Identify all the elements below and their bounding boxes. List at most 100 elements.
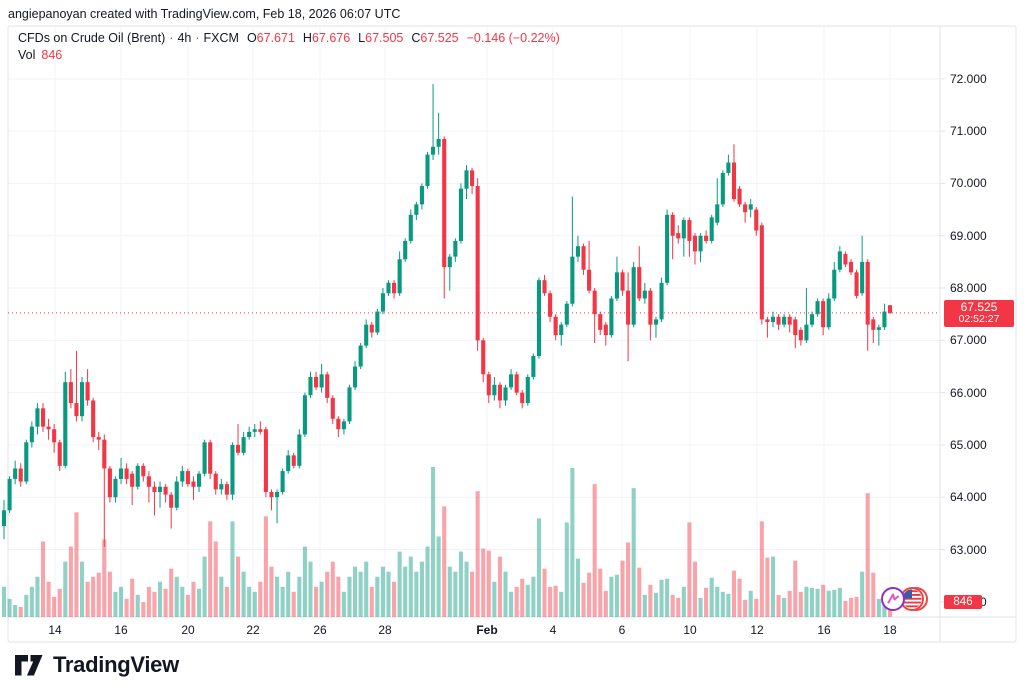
- volume-bar: [113, 591, 118, 617]
- volume-bar: [52, 596, 57, 617]
- volume-bar: [358, 571, 363, 617]
- candle: [364, 324, 369, 346]
- candle: [848, 261, 854, 273]
- candle: [548, 293, 553, 317]
- candle: [709, 217, 714, 241]
- volume-bar: [364, 561, 369, 617]
- volume-bar: [169, 568, 174, 617]
- volume-bar: [536, 518, 541, 617]
- volume-bar: [470, 571, 475, 617]
- candle: [297, 434, 302, 466]
- candle: [358, 345, 363, 367]
- volume-bar: [759, 521, 764, 617]
- volume-bar: [280, 586, 285, 617]
- candle: [787, 316, 792, 325]
- candle: [163, 486, 168, 495]
- time-axis-label: 26: [313, 623, 327, 637]
- volume-bar: [157, 581, 163, 617]
- candle: [564, 303, 569, 325]
- candle: [798, 329, 803, 341]
- volume-bar: [581, 582, 586, 617]
- volume-bar: [815, 588, 820, 617]
- volume-bar: [692, 561, 698, 617]
- candle: [79, 382, 85, 417]
- candle: [754, 209, 759, 231]
- volume-bar: [230, 521, 235, 617]
- candle: [748, 204, 753, 210]
- candle: [319, 374, 324, 388]
- volume-label[interactable]: Vol: [18, 48, 36, 62]
- volume-bar: [631, 488, 636, 617]
- candles: [1, 84, 893, 547]
- candle: [670, 214, 675, 236]
- volume-bar: [130, 578, 135, 617]
- candle: [35, 408, 40, 427]
- volume-bar: [152, 591, 157, 617]
- volume-bar: [330, 561, 335, 617]
- candle: [871, 319, 876, 330]
- current-price-badge: 67.525 02:52:27: [944, 299, 1014, 327]
- candle: [598, 314, 603, 330]
- volume-bar: [185, 594, 190, 617]
- candle: [141, 465, 146, 477]
- tradingview-branding[interactable]: TradingView: [14, 652, 179, 678]
- candle: [570, 256, 575, 304]
- volume-bar: [258, 581, 263, 617]
- volume-bar: [24, 594, 29, 617]
- interval-label[interactable]: 4h: [177, 31, 192, 45]
- candle: [865, 261, 870, 325]
- candle: [514, 374, 519, 393]
- candle: [241, 437, 246, 453]
- volume-bar: [575, 558, 580, 617]
- ohlc-close: C67.525: [411, 31, 459, 45]
- volume-bar: [208, 521, 213, 617]
- candle: [442, 138, 447, 268]
- ohlc-low: L67.505: [358, 31, 404, 45]
- candle: [280, 471, 285, 493]
- volume-bar: [475, 491, 480, 617]
- volume-bar: [876, 598, 881, 617]
- price-axis-label: 71.000: [950, 124, 987, 139]
- volume-bar: [726, 593, 731, 617]
- volume-bar: [392, 581, 397, 617]
- volume-bar: [865, 493, 870, 617]
- volume-bar: [548, 586, 553, 617]
- volume-bar: [7, 598, 12, 617]
- volume-bar: [826, 590, 831, 617]
- candle: [759, 225, 764, 320]
- volume-bar: [715, 586, 720, 617]
- volume-bar: [13, 604, 18, 617]
- volume-bar: [79, 561, 85, 617]
- exchange-label[interactable]: FXCM: [203, 31, 239, 45]
- candle: [235, 444, 241, 453]
- time-axis-label: 10: [683, 623, 697, 637]
- candle: [57, 442, 62, 466]
- candle: [252, 429, 257, 432]
- volume-bar: [325, 571, 330, 617]
- candle: [676, 233, 681, 239]
- candle: [96, 437, 101, 440]
- volume-bar: [871, 572, 876, 617]
- candle: [135, 465, 140, 487]
- symbol-title[interactable]: CFDs on Crude Oil (Brent): [18, 31, 166, 45]
- us-flag-icon: [900, 587, 928, 611]
- volume-bar: [704, 587, 709, 617]
- candle: [308, 376, 313, 396]
- candle: [263, 429, 268, 493]
- candle: [470, 170, 475, 187]
- volume-bar: [514, 586, 519, 617]
- volume-bar: [118, 586, 124, 617]
- candle: [24, 442, 29, 482]
- volume-bar: [29, 586, 34, 617]
- volume-bar: [458, 551, 463, 617]
- candle: [113, 478, 118, 498]
- volume-bar: [107, 571, 112, 617]
- volume-bar: [798, 591, 803, 617]
- volume-bar: [525, 584, 530, 617]
- time-axis-label: 18: [883, 623, 897, 637]
- volume-bar: [509, 591, 514, 617]
- candle: [286, 455, 291, 472]
- time-axis-label: 22: [246, 623, 260, 637]
- volume-bar: [314, 586, 319, 617]
